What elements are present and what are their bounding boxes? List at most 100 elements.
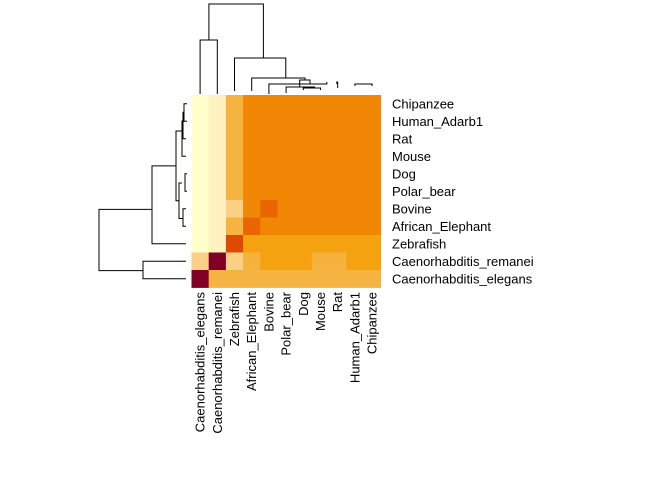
heatmap-cell <box>311 235 330 253</box>
column-dendrogram-branch <box>234 57 287 91</box>
row-label-zebrafish: Zebrafish <box>392 236 446 251</box>
heatmap-cell <box>208 217 227 236</box>
heatmap-cell <box>191 165 210 183</box>
column-dendrogram-branch <box>268 82 328 94</box>
heatmap-cell <box>329 252 347 271</box>
heatmap-cell <box>294 200 313 218</box>
heatmap-cell <box>294 235 313 253</box>
heatmap-cell <box>225 200 244 218</box>
heatmap-cell <box>329 130 347 148</box>
heatmap-cell <box>191 147 210 166</box>
heatmap-cell <box>191 200 210 218</box>
heatmap-cell <box>346 252 364 271</box>
heatmap-cell <box>208 235 227 253</box>
heatmap-cell <box>277 217 296 236</box>
heatmap-cell <box>225 182 244 201</box>
heatmap-cell <box>311 130 330 148</box>
heatmap-cell <box>294 95 313 113</box>
row-dendrogram-branch <box>183 103 187 122</box>
heatmap-cell <box>225 235 244 253</box>
row-label-human-adarb1: Human_Adarb1 <box>392 114 483 129</box>
row-dendrogram-branch <box>151 165 186 245</box>
heatmap-cell <box>329 217 347 236</box>
heatmap-cell <box>346 95 364 113</box>
heatmap-cell <box>294 270 313 288</box>
heatmap-cell <box>311 270 330 288</box>
heatmap-cell <box>311 182 330 201</box>
row-labels: Chipanzee Human_Adarb1 Rat Mouse Dog Polar_be… <box>392 96 534 286</box>
heatmap-cell <box>225 95 244 113</box>
heatmap-cell <box>329 235 347 253</box>
heatmap-cell <box>243 217 261 236</box>
heatmap-cell <box>208 95 227 113</box>
heatmap-cell <box>260 165 278 183</box>
column-label-caenorhabditis-elegans: Caenorhabditis_elegans <box>193 292 208 433</box>
heatmap-cell <box>277 112 296 131</box>
row-dendrogram-branch <box>98 208 152 272</box>
heatmap-cell <box>260 200 278 218</box>
heatmap-cell <box>294 147 313 166</box>
column-label-human-adarb1: Human_Adarb1 <box>347 292 362 383</box>
heatmap-cell <box>191 217 210 236</box>
column-dendrogram-branch <box>208 3 264 58</box>
heatmap-cell <box>329 147 347 166</box>
heatmap-cell <box>277 147 296 166</box>
row-label-dog: Dog <box>392 166 416 181</box>
column-labels: Caenorhabditis_elegans Caenorhabditis_rem… <box>193 291 380 433</box>
heatmap-cell <box>363 217 382 236</box>
row-label-mouse: Mouse <box>392 149 431 164</box>
heatmap-cell <box>346 270 364 288</box>
column-label-chipanzee: Chipanzee <box>365 292 380 354</box>
heatmap-cell <box>243 112 261 131</box>
heatmap-cell <box>294 165 313 183</box>
heatmap-cell <box>191 270 210 288</box>
heatmap-cells <box>191 95 382 288</box>
heatmap-cell <box>208 147 227 166</box>
row-dendrogram <box>98 103 187 280</box>
row-dendrogram-branch <box>182 111 186 140</box>
heatmap-cell <box>277 182 296 201</box>
heatmap-cell <box>329 270 347 288</box>
heatmap-cell <box>363 147 382 166</box>
heatmap-cell <box>363 165 382 183</box>
column-dendrogram-branch <box>302 87 321 90</box>
heatmap-cell <box>346 182 364 201</box>
row-dendrogram-branch <box>184 173 187 192</box>
row-dendrogram-branch <box>142 260 186 280</box>
heatmap-cell <box>243 165 261 183</box>
heatmap-cell <box>294 130 313 148</box>
heatmap-cell <box>225 147 244 166</box>
heatmap-cell <box>191 252 210 271</box>
heatmap-cell <box>311 165 330 183</box>
heatmap-cell <box>260 147 278 166</box>
heatmap-cell <box>191 235 210 253</box>
heatmap-cell <box>363 112 382 131</box>
heatmap-cell <box>243 235 261 253</box>
heatmap-cell <box>294 252 313 271</box>
heatmap-cell <box>311 147 330 166</box>
column-dendrogram-branch <box>199 39 218 94</box>
heatmap-cell <box>363 182 382 201</box>
heatmap-cell <box>260 182 278 201</box>
heatmap-cell <box>208 200 227 218</box>
heatmap-cell <box>260 270 278 288</box>
heatmap-cell <box>363 235 382 253</box>
heatmap-cell <box>363 130 382 148</box>
heatmap-cell <box>243 130 261 148</box>
heatmap-cell <box>243 182 261 201</box>
heatmap-cell <box>294 182 313 201</box>
heatmap-cell <box>311 95 330 113</box>
column-dendrogram-branch <box>285 86 316 93</box>
column-dendrogram-branch <box>251 77 306 91</box>
heatmap-cell <box>260 252 278 271</box>
heatmap-cell <box>346 235 364 253</box>
heatmap-cell <box>363 270 382 288</box>
heatmap-cell <box>363 200 382 218</box>
row-label-chipanzee: Chipanzee <box>392 96 454 111</box>
row-dendrogram-branch <box>182 208 186 227</box>
heatmap-cell <box>346 165 364 183</box>
heatmap-cell <box>311 252 330 271</box>
heatmap-cell <box>311 217 330 236</box>
heatmap-cell <box>191 182 210 201</box>
